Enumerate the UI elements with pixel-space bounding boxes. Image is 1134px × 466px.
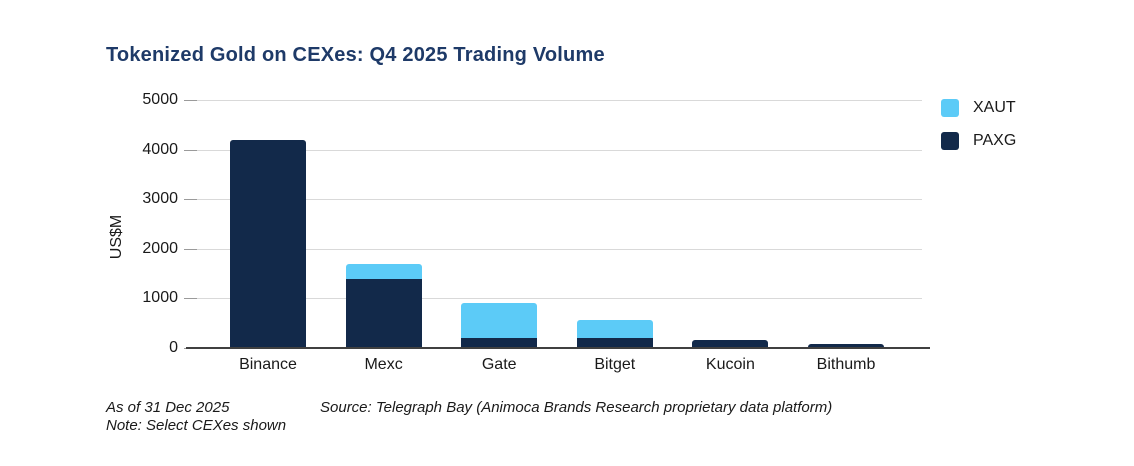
y-tick-mark bbox=[184, 149, 197, 151]
bar-bithumb bbox=[808, 344, 884, 348]
paxg-swatch-icon bbox=[941, 132, 959, 150]
x-tick-label: Bithumb bbox=[816, 356, 876, 373]
y-tick-label: 1000 bbox=[142, 289, 178, 307]
x-tick-label: Binance bbox=[239, 356, 297, 373]
x-tick-label: Mexc bbox=[364, 356, 403, 373]
bar-segment-xaut bbox=[345, 264, 422, 280]
y-axis-title: US$M bbox=[108, 214, 125, 260]
x-axis-line bbox=[186, 347, 930, 349]
chart-title: Tokenized Gold on CEXes: Q4 2025 Trading… bbox=[106, 44, 605, 66]
footnote-as-of: As of 31 Dec 2025 bbox=[106, 399, 230, 416]
bar-binance bbox=[230, 139, 306, 348]
footnote-source: Source: Telegraph Bay (Animoca Brands Re… bbox=[320, 399, 833, 416]
bar-segment-paxg bbox=[576, 338, 653, 348]
legend-label: XAUT bbox=[973, 99, 1016, 116]
bar-segment-paxg bbox=[808, 344, 884, 348]
y-tick-mark bbox=[184, 100, 197, 101]
bar-segment-xaut bbox=[461, 303, 538, 339]
x-tick-label: Kucoin bbox=[705, 356, 755, 373]
bar-mexc bbox=[345, 264, 422, 348]
bar-segment-paxg bbox=[345, 279, 422, 348]
gridline bbox=[190, 199, 922, 201]
y-tick-label: 4000 bbox=[142, 140, 178, 158]
y-tick-label: 2000 bbox=[142, 239, 178, 257]
legend-label: PAXG bbox=[973, 132, 1017, 149]
bar-segment-xaut bbox=[576, 319, 653, 339]
legend-item-paxg: PAXG bbox=[941, 132, 1016, 150]
bar-bitget bbox=[576, 319, 653, 348]
y-tick-label: 0 bbox=[169, 339, 178, 356]
footnote-note: Note: Select CEXes shown bbox=[106, 417, 287, 434]
y-tick-label: 3000 bbox=[142, 190, 178, 208]
bar-kucoin bbox=[692, 340, 769, 348]
xaut-swatch-icon bbox=[941, 99, 959, 117]
gridline bbox=[190, 248, 922, 250]
gridline bbox=[190, 298, 922, 300]
bar-segment-paxg bbox=[692, 340, 769, 348]
y-tick-mark bbox=[184, 199, 197, 201]
bar-gate bbox=[461, 303, 538, 348]
x-tick-label: Gate bbox=[481, 356, 517, 373]
y-tick-mark bbox=[184, 248, 197, 250]
x-tick-label: Bitget bbox=[594, 356, 636, 373]
chart-legend: XAUT PAXG bbox=[941, 99, 1016, 150]
legend-item-xaut: XAUT bbox=[941, 99, 1016, 117]
gridline bbox=[190, 100, 922, 101]
y-tick-label: 5000 bbox=[142, 91, 178, 108]
y-tick-mark bbox=[184, 298, 197, 300]
bar-segment-paxg bbox=[461, 338, 538, 348]
bar-segment-paxg bbox=[230, 139, 306, 348]
gridline bbox=[190, 149, 922, 151]
